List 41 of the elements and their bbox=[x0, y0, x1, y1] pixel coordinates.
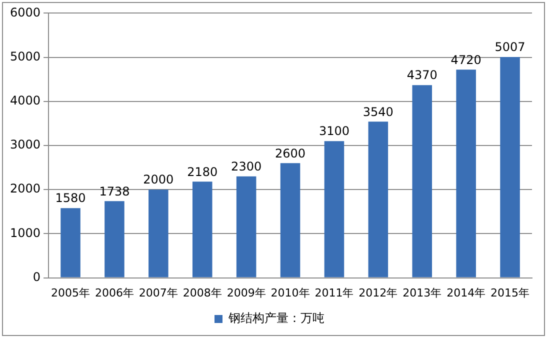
bar bbox=[280, 163, 300, 278]
data-label: 3540 bbox=[362, 104, 394, 119]
y-tick-label: 4000 bbox=[10, 94, 41, 108]
bar bbox=[104, 201, 124, 278]
y-tick-label: 3000 bbox=[10, 138, 41, 152]
y-tick-label: 6000 bbox=[10, 5, 41, 20]
bar bbox=[192, 182, 212, 278]
bar bbox=[324, 141, 344, 278]
x-tick-label: 2006年 bbox=[94, 286, 134, 300]
data-label: 2000 bbox=[143, 172, 174, 187]
data-label: 4370 bbox=[406, 68, 438, 82]
bar bbox=[368, 122, 388, 278]
data-label: 1580 bbox=[55, 191, 86, 206]
y-tick-label: 5000 bbox=[10, 49, 41, 64]
legend-label: 钢结构产量：万吨 bbox=[228, 311, 324, 326]
x-tick-label: 2008年 bbox=[182, 286, 222, 300]
x-tick-label: 2005年 bbox=[51, 286, 90, 300]
x-tick-label: 2009年 bbox=[226, 286, 266, 300]
data-label: 1738 bbox=[99, 184, 130, 198]
data-label: 5007 bbox=[494, 40, 526, 54]
x-tick-label: 2014年 bbox=[446, 286, 486, 300]
y-tick-label: 1000 bbox=[10, 226, 41, 240]
bar bbox=[60, 208, 80, 278]
x-tick-label: 2012年 bbox=[358, 286, 398, 300]
x-tick-label: 2007年 bbox=[138, 286, 178, 300]
data-label: 2300 bbox=[231, 159, 262, 174]
bar bbox=[456, 70, 476, 278]
x-tick-label: 2013年 bbox=[402, 286, 442, 300]
data-label: 3100 bbox=[318, 124, 350, 138]
bar bbox=[236, 176, 256, 278]
bar bbox=[148, 190, 168, 278]
data-label: 2600 bbox=[274, 146, 306, 160]
data-label: 4720 bbox=[450, 52, 482, 67]
x-tick-label: 2010年 bbox=[270, 286, 310, 300]
y-tick-label: 0 bbox=[32, 270, 41, 284]
y-tick-label: 2000 bbox=[10, 182, 41, 196]
x-tick-label: 2011年 bbox=[314, 286, 354, 300]
bar bbox=[412, 85, 432, 278]
bar bbox=[500, 56, 520, 278]
x-tick-label: 2015年 bbox=[490, 286, 530, 300]
data-label: 2180 bbox=[187, 164, 218, 179]
